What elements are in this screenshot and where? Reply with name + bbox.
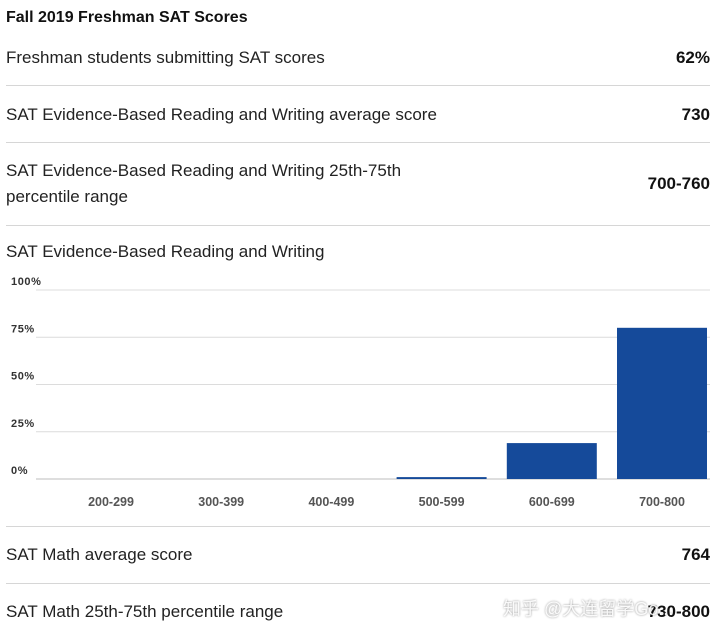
row-label: SAT Evidence-Based Reading and Writing a… xyxy=(6,105,437,124)
row-label-line1: SAT Evidence-Based Reading and Writing 2… xyxy=(6,161,402,180)
row-sat-submitting: Freshman students submitting SAT scores … xyxy=(6,44,710,72)
row-value: 700-760 xyxy=(647,174,710,193)
row-value: 764 xyxy=(681,545,710,564)
page-title: Fall 2019 Freshman SAT Scores xyxy=(6,9,248,26)
row-ebrw-percentile: SAT Evidence-Based Reading and Writing 2… xyxy=(6,157,710,211)
row-math-average: SAT Math average score 764 xyxy=(6,541,710,569)
row-value: 62% xyxy=(675,48,710,67)
x-tick-label: 200-299 xyxy=(88,495,134,509)
row-value: 730-800 xyxy=(647,602,710,621)
row-math-percentile: SAT Math 25th-75th percentile range 730-… xyxy=(6,598,710,626)
x-tick-label: 300-399 xyxy=(198,495,244,509)
divider xyxy=(6,85,710,86)
y-tick-label: 25% xyxy=(11,418,35,430)
row-label-line2: percentile range xyxy=(6,187,128,206)
y-tick-label: 0% xyxy=(11,465,28,477)
x-tick-label: 600-699 xyxy=(529,495,575,509)
y-tick-label: 75% xyxy=(11,323,35,335)
row-label: Freshman students submitting SAT scores xyxy=(6,48,325,67)
row-ebrw-average: SAT Evidence-Based Reading and Writing a… xyxy=(6,101,710,129)
x-tick-label: 700-800 xyxy=(639,495,685,509)
chart-title: SAT Evidence-Based Reading and Writing xyxy=(6,242,325,261)
watermark: 知乎 @大连留学Go... xyxy=(503,599,674,619)
y-tick-label: 100% xyxy=(11,276,42,288)
row-value: 730 xyxy=(681,105,710,124)
divider xyxy=(6,225,710,226)
divider xyxy=(6,583,710,584)
row-label: SAT Evidence-Based Reading and Writing 2… xyxy=(6,158,401,210)
row-label: SAT Math 25th-75th percentile range xyxy=(6,602,284,621)
divider xyxy=(6,142,710,143)
divider xyxy=(6,526,710,527)
x-tick-label: 400-499 xyxy=(308,495,354,509)
bar-700-800 xyxy=(617,327,707,479)
bar-500-599 xyxy=(396,477,487,479)
row-label: SAT Math average score xyxy=(6,545,193,564)
x-tick-label: 500-599 xyxy=(419,495,465,509)
bar-600-699 xyxy=(506,443,597,479)
ebrw-score-chart: 0% 25% 50% 75% 100% 200-299 300-399 400-499 500-… xyxy=(11,276,710,509)
y-tick-label: 50% xyxy=(11,371,35,383)
